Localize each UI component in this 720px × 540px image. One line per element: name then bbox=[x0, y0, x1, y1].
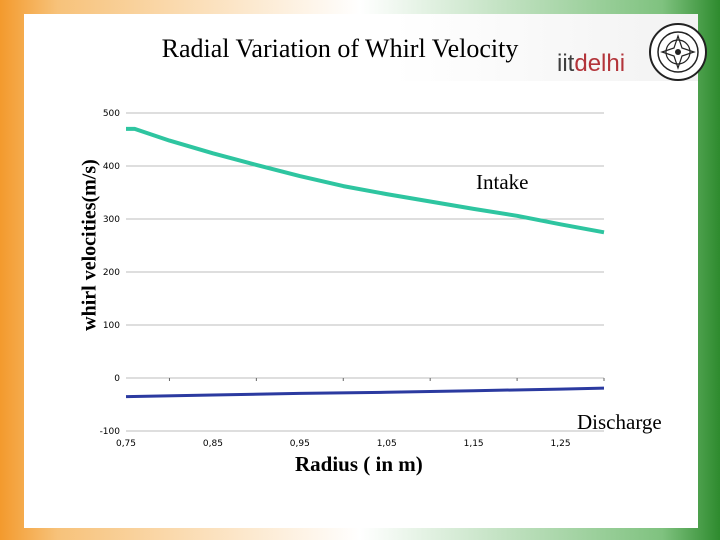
x-tick-label: 0,75 bbox=[116, 439, 136, 449]
y-tick-label: 500 bbox=[103, 109, 120, 119]
iit-delhi-seal-icon bbox=[649, 23, 707, 81]
title-band bbox=[24, 14, 698, 81]
y-tick-label: 200 bbox=[103, 268, 120, 278]
y-tick-label: 300 bbox=[103, 215, 120, 225]
slide-title: Radial Variation of Whirl Velocity bbox=[161, 34, 519, 63]
iitdelhi-logo-text: iitdelhi bbox=[557, 50, 625, 78]
brand-part-iit: iit bbox=[557, 50, 575, 77]
x-tick-label: 1,05 bbox=[377, 439, 397, 449]
brand-part-delhi: delhi bbox=[574, 50, 626, 77]
annotation-intake: Intake bbox=[476, 170, 529, 194]
series-line-discharge bbox=[125, 386, 605, 399]
x-tick-label: 1,25 bbox=[551, 439, 571, 449]
x-tick-label: 0,85 bbox=[203, 439, 223, 449]
annotation-discharge: Discharge bbox=[577, 410, 662, 434]
x-tick-label: 0,95 bbox=[290, 439, 310, 449]
content-panel bbox=[24, 14, 698, 528]
y-tick-label: 400 bbox=[103, 162, 120, 172]
x-tick-label: 1,15 bbox=[464, 439, 484, 449]
y-tick-label: 100 bbox=[103, 321, 120, 331]
y-tick-label: 0 bbox=[114, 374, 120, 384]
x-axis-label: Radius ( in m) bbox=[295, 452, 423, 476]
y-tick-label: -100 bbox=[100, 427, 121, 437]
series-line-intake bbox=[126, 126, 605, 235]
